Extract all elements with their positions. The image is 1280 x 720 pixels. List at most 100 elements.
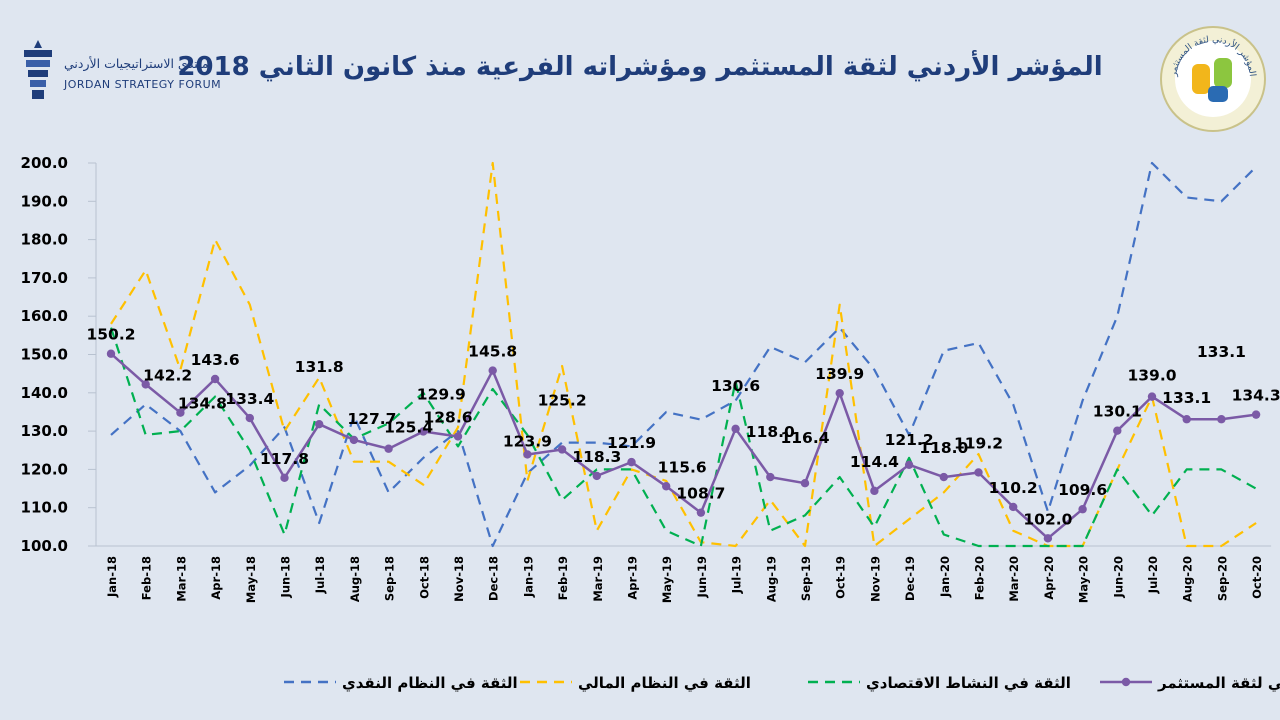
index-data-label: 118.0 (919, 439, 968, 457)
index-data-labels: 150.2 142.2 134.8 143.6 133.4 117.8 131.8 127.7… (86, 326, 1280, 529)
series-line-index (110, 352, 1257, 540)
index-data-point (1113, 426, 1122, 435)
index-data-label: 134.8 (178, 395, 227, 413)
index-data-label: 127.7 (347, 410, 396, 428)
x-tick-label: Nov-19 (868, 556, 882, 602)
index-data-label: 133.4 (225, 390, 274, 408)
index-data-point (1009, 502, 1018, 512)
index-data-label: 123.9 (503, 432, 552, 450)
index-data-point (835, 388, 844, 398)
x-tick-label: Jul-20 (1146, 556, 1160, 594)
index-data-point (731, 424, 740, 434)
badge-shape-yellow (1192, 64, 1210, 94)
index-data-label: 125.2 (538, 391, 587, 409)
x-tick-label: Feb-18 (140, 556, 154, 600)
index-data-point (1251, 410, 1261, 419)
index-data-point (662, 482, 671, 491)
index-data-label: 118.3 (572, 448, 621, 466)
index-data-label: 119.2 (954, 434, 1003, 452)
x-tick-label: Jun-19 (695, 556, 709, 598)
index-data-point (627, 457, 636, 467)
x-tick-label: Oct-19 (834, 556, 848, 599)
y-tick-label: 110.0 (21, 499, 68, 517)
investor-confidence-badge: المؤشر الأردني لثقة المستثمر (1160, 26, 1266, 132)
x-tick-label: Mar-18 (174, 556, 188, 602)
x-tick-label: May-19 (660, 556, 674, 603)
x-tick-label: Mar-19 (591, 556, 605, 602)
legend-label-index: المؤشر الأردني لثقة المستثمر (1157, 674, 1280, 692)
index-data-point (488, 366, 497, 375)
jsf-emblem-icon (24, 40, 52, 99)
legend-label-economic: الثقة في النشاط الاقتصادي (866, 674, 1071, 693)
index-data-point (592, 471, 601, 481)
series-line-monetary (110, 161, 1257, 548)
y-tick-label: 140.0 (21, 384, 68, 402)
index-data-label: 118.0 (746, 423, 795, 441)
index-data-point (280, 473, 289, 483)
index-data-label: 121.2 (885, 431, 934, 449)
x-tick-label: Oct-20 (1250, 556, 1264, 599)
jordan-strategy-forum-logo: منتدى الاستراتيجيات الأردني JORDAN STRAT… (18, 36, 221, 106)
index-data-label: 139.0 (1127, 367, 1176, 385)
x-tick-label: Apr-19 (626, 556, 640, 600)
badge-shape-green (1214, 58, 1232, 88)
y-tick-label: 200.0 (21, 154, 68, 172)
legend: المؤشر الأردني لثقة المستثمر الثقة في الن… (284, 674, 1280, 693)
legend-marker-index (1121, 677, 1131, 687)
index-data-label: 109.6 (1058, 481, 1107, 499)
index-data-label: 145.8 (468, 343, 517, 361)
index-data-label: 121.9 (607, 434, 656, 452)
badge-shape-blue (1208, 86, 1228, 102)
chart-series (106, 161, 1261, 548)
x-tick-label: Feb-19 (556, 556, 570, 600)
index-data-point (766, 472, 775, 482)
index-data-point (1147, 392, 1157, 401)
x-tick-label: Jun-20 (1111, 556, 1125, 598)
index-data-label: 114.4 (850, 453, 899, 471)
x-tick-label: Sep-19 (799, 556, 813, 601)
series-line-economic (109, 327, 1257, 548)
index-data-label: 128.6 (423, 408, 472, 426)
index-data-label: 129.9 (417, 385, 466, 403)
x-tick-label: Apr-18 (209, 556, 223, 600)
index-data-label: 142.2 (143, 366, 192, 384)
index-data-label: 125.4 (384, 419, 433, 437)
index-data-label: 133.1 (1197, 343, 1246, 361)
index-data-label: 133.1 (1162, 389, 1211, 407)
x-tick-label: Feb-20 (973, 556, 987, 600)
index-data-point (557, 445, 567, 454)
index-data-point (904, 460, 914, 470)
index-data-label: 117.8 (260, 450, 309, 468)
index-data-label: 110.2 (989, 479, 1038, 497)
x-tick-label: Jul-19 (730, 556, 744, 594)
index-data-point (176, 408, 185, 417)
y-tick-label: 150.0 (21, 346, 68, 364)
index-data-point (1078, 505, 1087, 514)
index-data-point (210, 374, 220, 384)
y-axis-grid: 100.0 110.0 120.0 130.0 140.0 150.0 160.0 170.0… (21, 154, 97, 555)
index-data-point (974, 468, 983, 477)
x-tick-label: Jul-18 (313, 556, 327, 594)
x-axis: Jan-18 Feb-18 Mar-18 Apr-18 May-18 Jun-18 Jul-… (96, 545, 1272, 603)
legend-label-monetary: الثقة في النظام النقدي (342, 674, 518, 693)
index-data-label: 150.2 (86, 326, 135, 344)
y-tick-label: 100.0 (21, 537, 68, 555)
x-tick-label: May-18 (244, 556, 258, 603)
x-tick-label: May-20 (1077, 556, 1091, 603)
index-data-point (1217, 415, 1226, 424)
index-data-point (453, 432, 463, 441)
index-data-label: 143.6 (191, 351, 240, 369)
x-tick-label: Oct-18 (417, 556, 431, 599)
index-data-point (696, 508, 706, 517)
index-data-label: 134.3 (1232, 387, 1280, 405)
x-tick-label: Sep-20 (1215, 556, 1229, 601)
index-data-point (384, 444, 393, 453)
y-tick-label: 130.0 (21, 422, 68, 440)
index-data-point (800, 478, 810, 488)
y-tick-label: 170.0 (21, 269, 68, 287)
index-data-point (315, 420, 324, 429)
x-tick-label: Dec-19 (903, 556, 917, 601)
x-tick-label: Jan-18 (105, 556, 119, 598)
